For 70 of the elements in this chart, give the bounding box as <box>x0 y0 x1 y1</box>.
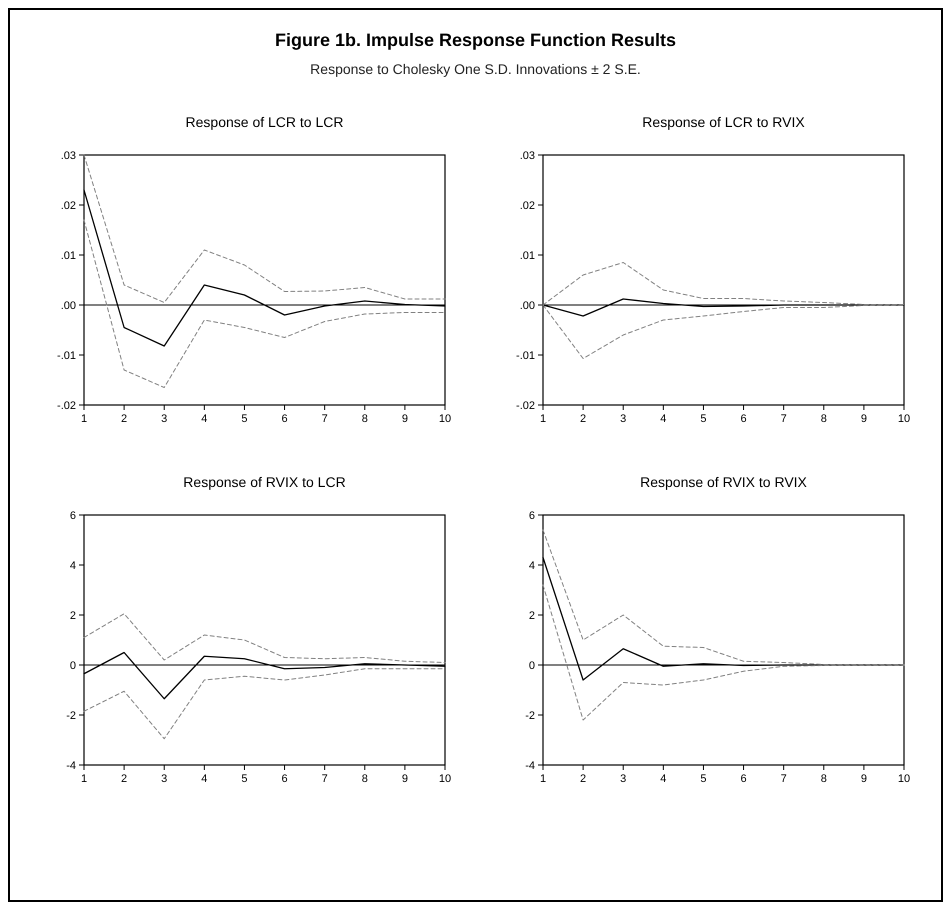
chart-title: Response of LCR to LCR <box>186 114 344 130</box>
x-tick-label: 8 <box>820 413 827 425</box>
y-tick-label: -.02 <box>57 400 76 412</box>
y-tick-label: -.01 <box>516 350 535 362</box>
x-tick-label: 6 <box>281 773 288 785</box>
y-tick-label: .01 <box>60 250 76 262</box>
x-tick-label: 5 <box>241 773 248 785</box>
x-tick-label: 1 <box>80 413 88 425</box>
y-tick-label: 2 <box>70 610 76 622</box>
x-tick-label: 4 <box>201 773 208 785</box>
x-tick-label: 8 <box>362 773 368 785</box>
y-tick-label: 0 <box>528 660 535 672</box>
x-tick-label: 5 <box>241 413 248 425</box>
x-tick-label: 2 <box>121 773 128 785</box>
x-tick-label: 6 <box>281 413 288 425</box>
x-tick-label: 2 <box>121 413 128 425</box>
y-tick-label: 6 <box>528 510 535 522</box>
x-tick-label: 10 <box>898 413 910 425</box>
x-tick-label: 9 <box>402 413 408 425</box>
x-tick-label: 6 <box>740 773 747 785</box>
y-tick-label: -2 <box>66 710 76 722</box>
x-tick-label: 9 <box>860 773 867 785</box>
x-tick-label: 10 <box>438 773 452 785</box>
x-tick-label: 1 <box>540 773 546 785</box>
x-tick-label: 5 <box>700 413 707 425</box>
y-tick-label: 4 <box>70 560 76 572</box>
y-tick-label: .02 <box>60 200 76 212</box>
x-tick-label: 3 <box>620 773 626 785</box>
y-tick-label: .01 <box>520 250 535 262</box>
y-tick-label: 2 <box>528 610 535 622</box>
x-tick-label: 3 <box>161 413 168 425</box>
text: Figure 1b. Impulse Response Function Results <box>274 30 676 50</box>
y-tick-label: 0 <box>70 660 76 672</box>
x-tick-label: 3 <box>620 413 626 425</box>
y-tick-label: .00 <box>520 300 535 312</box>
y-tick-label: -.02 <box>516 400 535 412</box>
y-tick-label: 6 <box>70 510 76 522</box>
text: Response to Cholesky One S.D. Innovations ± 2 S.E. <box>310 61 641 77</box>
x-tick-label: 5 <box>700 773 707 785</box>
x-tick-label: 4 <box>660 413 666 425</box>
y-tick-label: -4 <box>525 760 535 772</box>
chart-title: Response of RVIX to RVIX <box>640 474 808 490</box>
x-tick-label: 1 <box>80 773 88 785</box>
chart-title: Response of RVIX to LCR <box>183 474 346 490</box>
x-tick-label: 3 <box>161 773 168 785</box>
y-tick-label: .02 <box>520 200 535 212</box>
y-tick-label: -.01 <box>57 350 76 362</box>
x-tick-label: 7 <box>780 773 787 785</box>
y-tick-label: -2 <box>525 710 535 722</box>
x-tick-label: 9 <box>402 773 408 785</box>
x-tick-label: 4 <box>660 773 666 785</box>
y-tick-label: .00 <box>60 300 76 312</box>
x-tick-label: 1 <box>540 413 546 425</box>
x-tick-label: 10 <box>438 413 452 425</box>
y-tick-label: 4 <box>528 560 535 572</box>
y-tick-label: -4 <box>66 760 76 772</box>
chart-title: Response of LCR to RVIX <box>642 114 806 130</box>
x-tick-label: 8 <box>362 413 368 425</box>
x-tick-label: 2 <box>580 773 586 785</box>
x-tick-label: 10 <box>898 773 910 785</box>
x-tick-label: 7 <box>322 773 328 785</box>
y-tick-label: .03 <box>60 150 76 162</box>
y-tick-label: .03 <box>520 150 535 162</box>
x-tick-label: 9 <box>860 413 867 425</box>
x-tick-label: 6 <box>740 413 747 425</box>
x-tick-label: 7 <box>322 413 328 425</box>
x-tick-label: 7 <box>780 413 787 425</box>
x-tick-label: 8 <box>820 773 827 785</box>
x-tick-label: 4 <box>201 413 208 425</box>
x-tick-label: 2 <box>580 413 586 425</box>
